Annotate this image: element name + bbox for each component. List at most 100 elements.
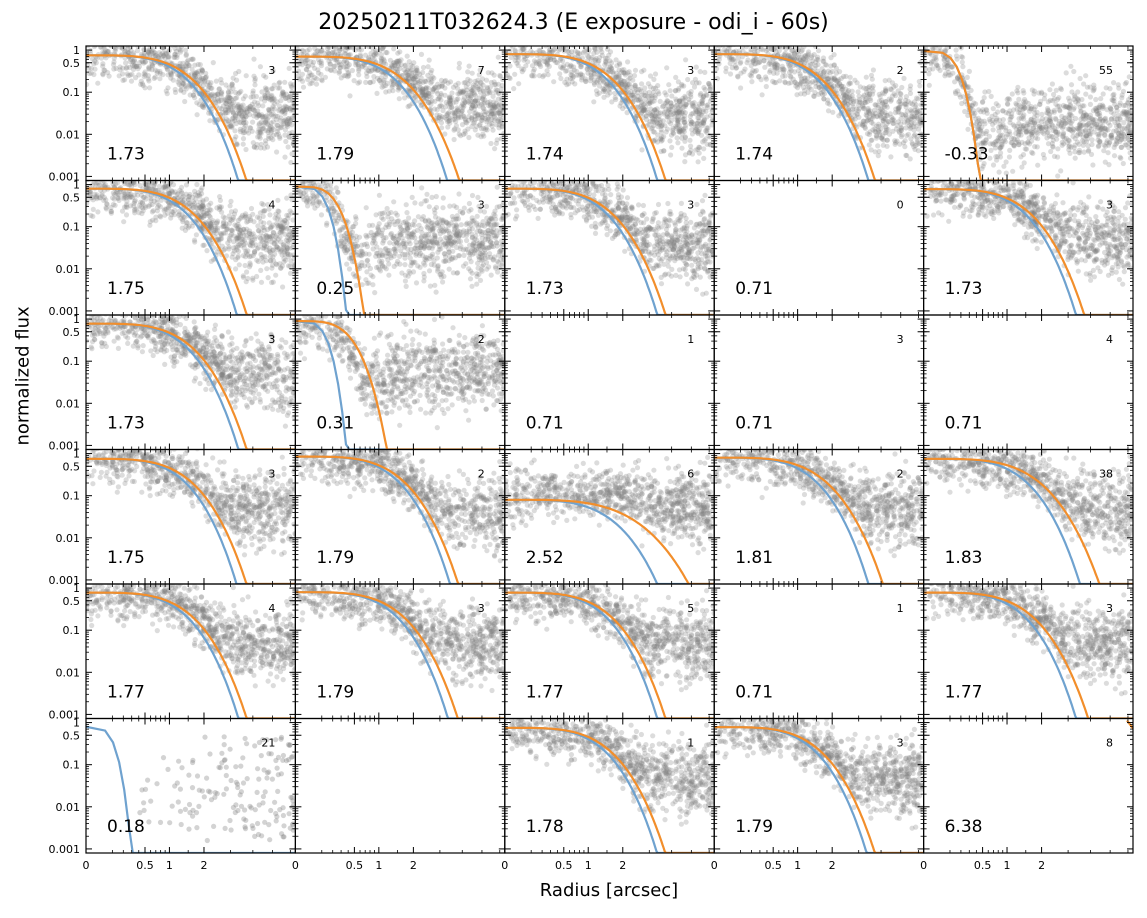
panel-22: 31.79 xyxy=(294,583,506,720)
x-tick-label: 0 xyxy=(920,859,927,872)
panel-28-count: 1 xyxy=(687,737,694,750)
panel-8-blue-fit xyxy=(504,187,715,315)
panel-10-value: 1.73 xyxy=(945,279,983,299)
panel-1-count: 3 xyxy=(268,64,275,77)
panel-19: 21.81 xyxy=(713,448,925,585)
panel-26-points xyxy=(137,734,296,844)
y-tick-label: 0.5 xyxy=(63,460,81,473)
panel-3-orange-fit xyxy=(504,53,715,181)
x-tick-label: 1 xyxy=(1004,859,1011,872)
panel-20-blue-fit xyxy=(923,457,1133,584)
panel-13-count: 1 xyxy=(687,333,694,346)
panel-8-points xyxy=(504,180,715,297)
panel-17-orange-fit xyxy=(295,455,505,584)
panel-24-value: 0.71 xyxy=(735,683,773,703)
panel-10-blue-fit xyxy=(923,188,1133,315)
panel-1-value: 1.73 xyxy=(107,145,145,165)
panel-12: 20.31 xyxy=(294,314,506,451)
x-tick-label: 0.5 xyxy=(555,859,573,872)
panel-5-count: 55 xyxy=(1099,64,1113,77)
panel-11: 10.5 0.1 0.01 0.001 3 1.73 xyxy=(49,313,296,452)
panel-16-value: 1.75 xyxy=(107,548,145,568)
panel-20-orange-fit xyxy=(923,457,1133,584)
panel-21-orange-fit xyxy=(86,591,296,719)
panel-3-points xyxy=(504,46,715,165)
panel-28-blue-fit xyxy=(504,726,715,853)
panel-13-value: 0.71 xyxy=(526,414,564,434)
panel-20-count: 38 xyxy=(1099,468,1113,481)
y-tick-label: 0.5 xyxy=(63,57,81,70)
y-tick-label: 0.01 xyxy=(56,128,81,141)
panel-22-blue-fit xyxy=(295,591,505,719)
x-tick-label: 2 xyxy=(829,859,836,872)
panel-4-value: 1.74 xyxy=(735,145,773,165)
panel-8-orange-fit xyxy=(504,187,715,315)
panel-19-blue-fit xyxy=(714,456,924,584)
y-tick-label: 0.5 xyxy=(63,191,81,204)
y-tick-label: 0.001 xyxy=(49,170,81,183)
x-tick-label: 0.5 xyxy=(346,859,364,872)
panel-13: 10.71 xyxy=(504,314,715,451)
panel-28-points xyxy=(504,718,715,827)
panel-11-orange-fit xyxy=(86,322,296,450)
panel-10-orange-fit xyxy=(923,188,1133,315)
panel-6-count: 4 xyxy=(268,199,275,212)
panel-2-value: 1.79 xyxy=(316,145,354,165)
panel-29-count: 3 xyxy=(897,737,904,750)
panel-9-value: 0.71 xyxy=(735,279,773,299)
y-tick-label: 0.1 xyxy=(63,221,81,234)
panel-7-count: 3 xyxy=(478,199,485,212)
y-tick-label: 1 xyxy=(73,179,80,192)
panel-21-points xyxy=(86,584,296,689)
panel-1-orange-fit xyxy=(86,54,296,181)
panel-16-count: 3 xyxy=(268,468,275,481)
panel-11-count: 3 xyxy=(268,333,275,346)
panel-30: 0 0.5 1 2 8 6.38 xyxy=(920,717,1134,872)
y-tick-label: 0.5 xyxy=(63,326,81,339)
panel-15-count: 4 xyxy=(1106,333,1113,346)
panel-12-orange-fit xyxy=(295,319,505,450)
panel-20: 381.83 xyxy=(922,448,1134,585)
panel-8: 31.73 xyxy=(504,179,715,316)
panel-3-blue-fit xyxy=(504,53,715,181)
panel-18: 62.52 xyxy=(504,448,715,585)
y-tick-label: 0.01 xyxy=(56,801,81,814)
panel-2-blue-fit xyxy=(295,55,505,181)
panel-15: 40.71 xyxy=(922,314,1134,451)
y-tick-label: 1 xyxy=(73,717,80,730)
y-tick-label: 0.1 xyxy=(63,759,81,772)
panel-18-value: 2.52 xyxy=(526,548,564,568)
panel-18-points xyxy=(504,454,715,556)
y-tick-label: 0.1 xyxy=(63,490,81,503)
panel-5: 55 -0.33 xyxy=(922,45,1134,182)
panel-3-count: 3 xyxy=(687,64,694,77)
panel-12-value: 0.31 xyxy=(316,414,354,434)
panel-29-orange-fit xyxy=(714,726,924,853)
panel-29: 0 0.5 1 2 3 1.79 xyxy=(711,717,925,872)
x-tick-label: 1 xyxy=(166,859,173,872)
panel-24: 10.71 xyxy=(713,583,925,720)
panel-14-count: 3 xyxy=(897,333,904,346)
panel-3-value: 1.74 xyxy=(526,145,564,165)
y-tick-label: 0.01 xyxy=(56,263,81,276)
y-tick-label: 0.1 xyxy=(63,355,81,368)
x-tick-label: 2 xyxy=(410,859,417,872)
x-tick-label: 1 xyxy=(375,859,382,872)
panel-27-frame xyxy=(294,717,506,854)
panel-6-orange-fit xyxy=(86,187,296,315)
panel-10: 31.73 xyxy=(922,179,1134,316)
panel-8-count: 3 xyxy=(687,199,694,212)
panel-30-count: 8 xyxy=(1106,737,1113,750)
panel-14-value: 0.71 xyxy=(735,414,773,434)
panel-5-value: -0.33 xyxy=(945,145,989,165)
panel-20-points xyxy=(923,449,1133,556)
x-tick-label: 0.5 xyxy=(974,859,992,872)
panel-2-count: 7 xyxy=(478,64,485,77)
panel-7: 30.25 xyxy=(294,179,506,316)
panel-21-blue-fit xyxy=(86,591,296,719)
y-tick-label: 0.5 xyxy=(63,729,81,742)
x-tick-label: 1 xyxy=(585,859,592,872)
panel-17: 21.79 xyxy=(294,448,506,585)
panel-1-blue-fit xyxy=(86,54,296,181)
